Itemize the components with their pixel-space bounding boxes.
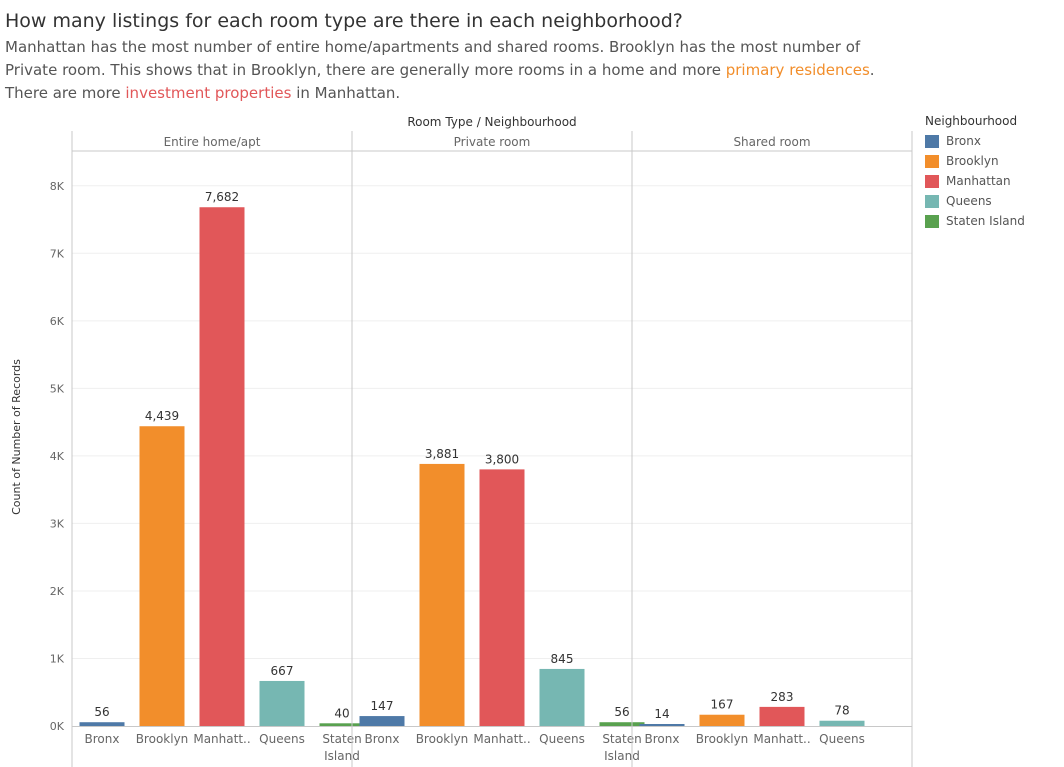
panel-header-label: Entire home/apt xyxy=(164,135,261,149)
x-tick-label: Manhatt.. xyxy=(473,732,530,746)
x-tick-label: Bronx xyxy=(85,732,120,746)
x-tick-label: Queens xyxy=(259,732,305,746)
legend-item[interactable]: Manhattan xyxy=(925,171,1025,191)
y-tick-label: 8K xyxy=(50,180,65,193)
y-tick-label: 6K xyxy=(50,315,65,328)
bar xyxy=(759,706,805,726)
bar-value-label: 845 xyxy=(551,652,574,666)
bar-value-label: 4,439 xyxy=(145,409,179,423)
y-tick-label: 5K xyxy=(50,382,65,395)
x-tick-label: Queens xyxy=(539,732,585,746)
legend-item[interactable]: Staten Island xyxy=(925,211,1025,231)
y-tick-label: 0K xyxy=(50,720,65,733)
bar-value-label: 40 xyxy=(334,706,349,720)
y-axis-title: Count of Number of Records xyxy=(10,359,23,515)
bar-value-label: 3,881 xyxy=(425,447,459,461)
chart-description: Manhattan has the most number of entire … xyxy=(5,36,905,105)
bar-value-label: 283 xyxy=(771,690,794,704)
chart-title: How many listings for each room type are… xyxy=(5,10,683,32)
x-tick-label: Brooklyn xyxy=(416,732,469,746)
bar xyxy=(479,469,525,726)
bar xyxy=(639,724,685,726)
legend[interactable]: Neighbourhood Bronx Brooklyn Manhattan Quee… xyxy=(925,114,1025,231)
description-line-1: Manhattan has the most number of entire … xyxy=(5,38,861,56)
bar xyxy=(699,714,745,726)
description-line-2-end: . xyxy=(869,61,875,79)
description-line-3: There are more investment properties in … xyxy=(5,82,905,105)
bar xyxy=(539,668,585,726)
bar-value-label: 667 xyxy=(271,664,294,678)
x-tick-label: Island xyxy=(324,749,360,763)
description-line-3-end: in Manhattan. xyxy=(291,84,401,102)
bar xyxy=(139,426,185,726)
column-header-title: Room Type / Neighbourhood xyxy=(407,115,576,129)
bar-value-label: 78 xyxy=(834,704,849,718)
primary-residences-highlight: primary residences xyxy=(725,61,870,79)
bar xyxy=(199,207,245,726)
legend-swatch xyxy=(925,134,939,148)
legend-item[interactable]: Bronx xyxy=(925,131,1025,151)
bar-value-label: 56 xyxy=(614,705,629,719)
bar xyxy=(599,722,645,726)
x-tick-label: Bronx xyxy=(365,732,400,746)
legend-label: Brooklyn xyxy=(946,154,999,168)
bar xyxy=(259,680,305,726)
bar xyxy=(419,463,465,726)
legend-items: Bronx Brooklyn Manhattan Queens Staten Islan… xyxy=(925,131,1025,231)
bar xyxy=(319,723,365,726)
bar-value-label: 3,800 xyxy=(485,452,519,466)
x-tick-label: Brooklyn xyxy=(696,732,749,746)
legend-label: Queens xyxy=(946,194,992,208)
bar xyxy=(819,720,865,726)
x-tick-label: Staten xyxy=(322,732,361,746)
legend-swatch xyxy=(925,154,939,168)
legend-swatch xyxy=(925,214,939,228)
y-tick-label: 2K xyxy=(50,585,65,598)
description-line-3-text: There are more xyxy=(5,84,126,102)
x-tick-label: Brooklyn xyxy=(136,732,189,746)
bar-value-label: 56 xyxy=(94,705,109,719)
description-line-2-text: Private room. This shows that in Brookly… xyxy=(5,61,726,79)
x-tick-label: Staten xyxy=(602,732,641,746)
x-tick-label: Manhatt.. xyxy=(193,732,250,746)
x-tick-label: Manhatt.. xyxy=(753,732,810,746)
bar-value-label: 167 xyxy=(711,698,734,712)
legend-item[interactable]: Brooklyn xyxy=(925,151,1025,171)
y-tick-label: 7K xyxy=(50,247,65,260)
x-tick-label: Bronx xyxy=(645,732,680,746)
bar-value-label: 147 xyxy=(371,699,394,713)
panel-header-label: Private room xyxy=(454,135,531,149)
legend-title: Neighbourhood xyxy=(925,114,1018,128)
legend-label: Manhattan xyxy=(946,174,1011,188)
legend-label: Bronx xyxy=(946,134,981,148)
legend-swatch xyxy=(925,194,939,208)
x-tick-label: Queens xyxy=(819,732,865,746)
legend-item[interactable]: Queens xyxy=(925,191,1025,211)
y-tick-label: 3K xyxy=(50,517,65,530)
legend-label: Staten Island xyxy=(946,214,1025,228)
y-tick-label: 4K xyxy=(50,450,65,463)
bar-chart: 0K 1K 2K 3K 4K 5K 6K 7K 8K Room Type / Neighbourh… xyxy=(10,115,913,767)
y-tick-label: 1K xyxy=(50,652,65,665)
bar xyxy=(79,722,125,726)
x-tick-label: Island xyxy=(604,749,640,763)
description-line-2: Private room. This shows that in Brookly… xyxy=(5,59,905,82)
bar-value-label: 14 xyxy=(654,707,669,721)
investment-properties-highlight: investment properties xyxy=(125,84,292,102)
bar-value-label: 7,682 xyxy=(205,190,239,204)
bar xyxy=(359,716,405,726)
legend-swatch xyxy=(925,174,939,188)
panel-header-label: Shared room xyxy=(733,135,810,149)
